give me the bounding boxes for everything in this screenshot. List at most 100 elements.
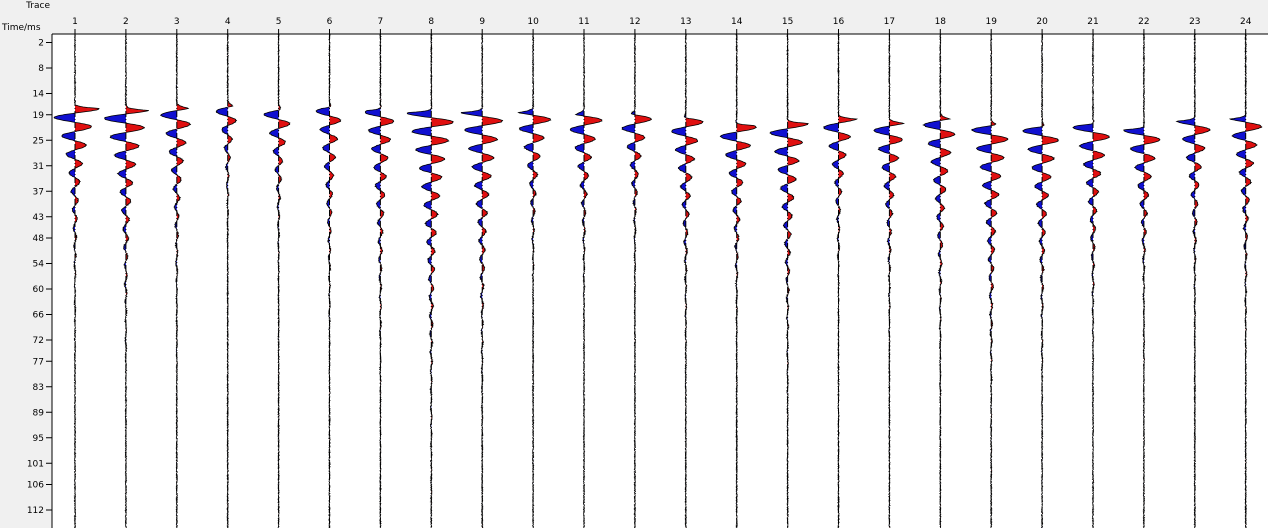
- trace-18-positive-fill: [940, 34, 955, 528]
- trace-7-positive-fill: [380, 36, 394, 526]
- trace-19-negative-fill: [971, 34, 992, 528]
- left-axis-panel: [0, 0, 52, 528]
- trace-11-negative-fill: [570, 35, 584, 522]
- trace-24-negative-fill: [1230, 34, 1246, 523]
- trace-22-negative-fill: [1123, 35, 1144, 528]
- trace-24-positive-fill: [1245, 35, 1262, 528]
- time-tick-label: 77: [33, 357, 44, 367]
- trace-16-wiggle: [822, 33, 859, 528]
- time-tick-label: 89: [33, 408, 45, 418]
- trace-tick-label: 5: [276, 17, 282, 27]
- trace-13-positive-fill: [685, 34, 703, 528]
- trace-tick-label: 19: [985, 17, 997, 27]
- trace-tick-label: 3: [174, 17, 180, 27]
- trace-9-positive-fill: [482, 38, 503, 528]
- time-tick-label: 72: [33, 336, 44, 346]
- trace-15-positive-fill: [787, 39, 808, 526]
- time-tick-label: 43: [33, 213, 44, 223]
- trace-8-positive-fill: [431, 34, 454, 527]
- time-tick-label: 37: [33, 187, 44, 197]
- time-tick-label: 106: [27, 481, 44, 491]
- time-tick-label: 54: [33, 260, 45, 270]
- time-tick-label: 31: [33, 162, 44, 172]
- trace-12-positive-fill: [634, 34, 652, 528]
- trace-tick-label: 21: [1087, 17, 1098, 27]
- trace-13-negative-fill: [671, 38, 686, 525]
- trace-10-negative-fill: [518, 36, 534, 526]
- trace-tick-label: 12: [629, 17, 640, 27]
- trace-7-wiggle: [364, 33, 395, 528]
- time-tick-label: 101: [27, 459, 44, 469]
- trace-19-wiggle: [971, 33, 1009, 528]
- trace-tick-label: 23: [1189, 17, 1200, 27]
- trace-tick-label: 4: [225, 17, 231, 27]
- trace-19-positive-fill: [991, 34, 1008, 525]
- trace-tick-label: 10: [527, 17, 539, 27]
- trace-22-positive-fill: [1143, 36, 1160, 525]
- trace-5-wiggle: [263, 33, 291, 528]
- trace-17-positive-fill: [889, 39, 904, 528]
- trace-10-wiggle: [517, 34, 552, 528]
- trace-tick-label: 24: [1240, 17, 1252, 27]
- trace-5-negative-fill: [264, 42, 279, 528]
- time-tick-label: 60: [33, 285, 45, 295]
- trace-12-wiggle: [621, 33, 652, 528]
- trace-tick-label: 1: [72, 17, 78, 27]
- trace-tick-label: 7: [378, 17, 384, 27]
- time-tick-label: 14: [33, 90, 45, 100]
- time-tick-label: 19: [33, 111, 45, 121]
- trace-10-positive-fill: [533, 38, 551, 521]
- trace-tick-label: 2: [123, 17, 129, 27]
- trace-21-positive-fill: [1093, 35, 1110, 525]
- trace-tick-label: 22: [1138, 17, 1149, 27]
- trace-14-wiggle: [719, 33, 757, 528]
- time-tick-label: 83: [33, 383, 44, 393]
- trace-tick-label: 6: [327, 17, 333, 27]
- trace-13-wiggle: [671, 33, 704, 528]
- trace-21-wiggle: [1072, 33, 1110, 528]
- time-tick-label: 2: [38, 39, 44, 49]
- trace-tick-label: 9: [479, 17, 485, 27]
- trace-11-positive-fill: [584, 38, 602, 527]
- trace-17-wiggle: [873, 33, 906, 528]
- trace-tick-label: 13: [680, 17, 691, 27]
- trace-18-negative-fill: [923, 36, 941, 525]
- trace-tick-label: 17: [884, 17, 895, 27]
- trace-23-wiggle: [1175, 33, 1211, 528]
- trace-tick-label: 16: [833, 17, 845, 27]
- trace-20-negative-fill: [1022, 34, 1043, 528]
- time-tick-label: 8: [38, 64, 44, 74]
- trace-tick-label: 11: [578, 17, 589, 27]
- trace-2-negative-fill: [104, 34, 126, 525]
- trace-tick-label: 15: [782, 17, 793, 27]
- trace-16-positive-fill: [838, 35, 857, 528]
- trace-group: [53, 33, 1263, 528]
- time-tick-label: 66: [33, 311, 45, 321]
- trace-14-positive-fill: [736, 36, 757, 526]
- trace-20-wiggle: [1022, 33, 1060, 528]
- trace-11-wiggle: [569, 33, 603, 528]
- trace-17-negative-fill: [873, 40, 890, 526]
- trace-21-negative-fill: [1073, 43, 1093, 528]
- trace-15-negative-fill: [770, 35, 788, 519]
- trace-4-positive-fill: [227, 35, 237, 528]
- trace-9-negative-fill: [461, 34, 483, 527]
- time-axis-label: Time/ms: [1, 23, 41, 33]
- time-tick-label: 48: [33, 234, 45, 244]
- trace-axis-label: Trace: [25, 1, 50, 11]
- trace-1-negative-fill: [54, 37, 75, 528]
- trace-8-negative-fill: [407, 36, 432, 525]
- time-tick-label: 25: [33, 136, 44, 146]
- trace-18-wiggle: [922, 33, 956, 528]
- trace-23-negative-fill: [1176, 34, 1195, 525]
- top-axis-panel: [0, 0, 1268, 34]
- time-tick-label: 95: [33, 434, 44, 444]
- time-tick-label: 112: [27, 506, 44, 516]
- trace-tick-label: 8: [428, 17, 434, 27]
- trace-tick-label: 18: [935, 17, 947, 27]
- trace-6-positive-fill: [329, 35, 341, 527]
- trace-15-wiggle: [769, 33, 810, 528]
- trace-23-positive-fill: [1194, 34, 1211, 527]
- trace-14-negative-fill: [720, 34, 737, 528]
